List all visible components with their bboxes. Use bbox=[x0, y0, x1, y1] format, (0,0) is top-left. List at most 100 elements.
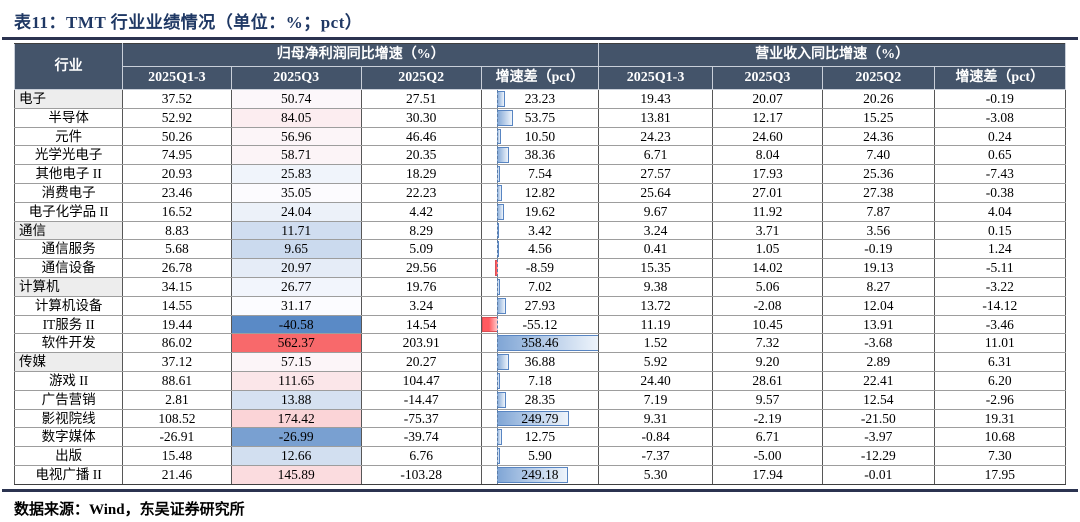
industry-cell: 计算机 bbox=[13, 276, 124, 297]
table-row: 传媒 37.12 57.15 20.27 36.88 5.92 9.20 2.89 6.31 bbox=[13, 352, 1067, 372]
industry-cell: 元件 bbox=[13, 126, 124, 147]
profit-value-cell: 203.91 bbox=[360, 333, 482, 354]
table-row: 元件 50.26 56.96 46.46 10.50 24.23 24.60 24.36 0.2… bbox=[13, 126, 1067, 147]
revenue-value-cell: 7.87 bbox=[822, 201, 935, 222]
revenue-value-cell: 24.23 bbox=[598, 126, 713, 147]
revenue-value-cell: 1.52 bbox=[598, 333, 713, 354]
value-label: 53.75 bbox=[524, 109, 556, 125]
profit-value-cell: -40.58 bbox=[230, 314, 362, 335]
profit-value-cell: 58.71 bbox=[230, 145, 362, 166]
revenue-value-cell: 7.30 bbox=[933, 446, 1067, 466]
profit-value-cell: 9.65 bbox=[230, 239, 362, 260]
profit-diff-cell: 38.36 bbox=[480, 145, 600, 166]
revenue-value-cell: -3.46 bbox=[933, 314, 1067, 335]
title-rule bbox=[2, 37, 1078, 40]
column-header-revenue-diff: 增速差（pct） bbox=[933, 66, 1067, 90]
profit-value-cell: 26.77 bbox=[230, 276, 362, 297]
industry-cell: 消费电子 bbox=[13, 182, 124, 203]
profit-value-cell: 18.29 bbox=[360, 164, 482, 184]
revenue-value-cell: 20.07 bbox=[711, 89, 824, 109]
industry-cell: 光学光电子 bbox=[13, 145, 124, 166]
industry-cell: 其他电子 II bbox=[13, 164, 124, 184]
industry-cell: 电子 bbox=[13, 89, 124, 109]
value-label: 36.88 bbox=[524, 354, 556, 370]
zero-axis-line bbox=[497, 165, 499, 183]
data-bar bbox=[497, 448, 500, 464]
group-header-profit: 归母净利润同比增速（%） bbox=[122, 43, 600, 67]
zero-axis-line bbox=[497, 410, 499, 427]
column-header-revenue-q13: 2025Q1-3 bbox=[598, 66, 713, 90]
data-bar bbox=[494, 260, 499, 276]
revenue-value-cell: 7.19 bbox=[598, 389, 713, 410]
profit-value-cell: 46.46 bbox=[360, 126, 482, 147]
profit-value-cell: 5.68 bbox=[122, 239, 232, 260]
zero-axis-line bbox=[497, 447, 499, 465]
value-label: -55.12 bbox=[522, 316, 558, 332]
revenue-value-cell: 8.04 bbox=[711, 145, 824, 166]
data-bar bbox=[482, 316, 499, 333]
revenue-value-cell: 20.26 bbox=[822, 89, 935, 109]
value-label: 249.79 bbox=[521, 410, 559, 426]
footer-rule bbox=[2, 488, 1078, 492]
profit-value-cell: 21.46 bbox=[122, 464, 232, 485]
profit-value-cell: 88.61 bbox=[122, 370, 232, 391]
profit-value-cell: 22.23 bbox=[360, 182, 482, 203]
revenue-value-cell: -5.00 bbox=[711, 446, 824, 466]
profit-diff-cell: 12.82 bbox=[480, 182, 600, 203]
profit-diff-cell: -8.59 bbox=[480, 258, 600, 278]
revenue-value-cell: -3.22 bbox=[933, 276, 1067, 297]
zero-axis-line bbox=[497, 316, 499, 333]
data-bar bbox=[497, 203, 504, 220]
profit-diff-cell: 7.18 bbox=[480, 370, 600, 391]
profit-value-cell: 26.78 bbox=[122, 258, 232, 278]
tmt-performance-table: 行业 归母净利润同比增速（%） 营业收入同比增速（%） 2025Q1-3 202… bbox=[13, 43, 1067, 485]
table-row: 软件开发 86.02 562.37 203.91 358.46 1.52 7.32 -3.68… bbox=[13, 333, 1067, 354]
revenue-value-cell: -0.38 bbox=[933, 182, 1067, 203]
profit-diff-cell: 249.18 bbox=[480, 464, 600, 485]
value-label: 12.82 bbox=[524, 184, 556, 200]
data-bar bbox=[497, 91, 505, 107]
revenue-value-cell: 9.57 bbox=[711, 389, 824, 410]
zero-axis-line bbox=[497, 391, 499, 409]
profit-value-cell: -14.47 bbox=[360, 389, 482, 410]
data-bar bbox=[497, 109, 514, 126]
zero-axis-line bbox=[497, 146, 499, 164]
profit-value-cell: 56.96 bbox=[230, 126, 362, 147]
profit-value-cell: 8.83 bbox=[122, 220, 232, 241]
profit-diff-cell: -55.12 bbox=[480, 314, 600, 335]
table-row: 通信服务 5.68 9.65 5.09 4.56 0.41 1.05 -0.19 1.24 bbox=[13, 239, 1067, 260]
revenue-value-cell: 6.31 bbox=[933, 352, 1067, 372]
data-bar bbox=[497, 335, 598, 352]
value-label: -8.59 bbox=[525, 260, 555, 276]
revenue-value-cell: 0.15 bbox=[933, 220, 1067, 241]
revenue-value-cell: -7.43 bbox=[933, 164, 1067, 184]
revenue-value-cell: -12.29 bbox=[822, 446, 935, 466]
revenue-value-cell: 8.27 bbox=[822, 276, 935, 297]
revenue-value-cell: 12.54 bbox=[822, 389, 935, 410]
page-title: 表11：TMT 行业业绩情况（单位：%；pct） bbox=[14, 13, 363, 32]
revenue-value-cell: 13.72 bbox=[598, 295, 713, 316]
revenue-value-cell: 28.61 bbox=[711, 370, 824, 391]
revenue-value-cell: -0.84 bbox=[598, 427, 713, 448]
zero-axis-line bbox=[497, 297, 499, 315]
industry-cell: 广告营销 bbox=[13, 389, 124, 410]
table-header: 行业 归母净利润同比增速（%） 营业收入同比增速（%） 2025Q1-3 202… bbox=[13, 43, 1067, 90]
table-row: 电子 37.52 50.74 27.51 23.23 19.43 20.07 20.26 -0.… bbox=[13, 89, 1067, 109]
profit-value-cell: 20.97 bbox=[230, 258, 362, 278]
table-row: 游戏 II 88.61 111.65 104.47 7.18 24.40 28.61 22.4… bbox=[13, 370, 1067, 391]
table-row: 出版 15.48 12.66 6.76 5.90 -7.37 -5.00 -12.29 7.30 bbox=[13, 446, 1067, 466]
revenue-value-cell: 11.01 bbox=[933, 333, 1067, 354]
zero-axis-line bbox=[497, 334, 499, 352]
zero-axis-line bbox=[497, 278, 499, 296]
data-bar bbox=[497, 391, 507, 408]
revenue-value-cell: 2.89 bbox=[822, 352, 935, 372]
revenue-value-cell: 19.31 bbox=[933, 408, 1067, 429]
zero-axis-line bbox=[497, 372, 499, 390]
table-row: 数字媒体 -26.91 -26.99 -39.74 12.75 -0.84 6.71 -3.9… bbox=[13, 427, 1067, 448]
revenue-value-cell: 5.06 bbox=[711, 276, 824, 297]
profit-value-cell: 19.44 bbox=[122, 314, 232, 335]
profit-value-cell: 19.76 bbox=[360, 276, 482, 297]
profit-diff-cell: 10.50 bbox=[480, 126, 600, 147]
profit-value-cell: 37.52 bbox=[122, 89, 232, 109]
revenue-value-cell: -0.19 bbox=[933, 89, 1067, 109]
